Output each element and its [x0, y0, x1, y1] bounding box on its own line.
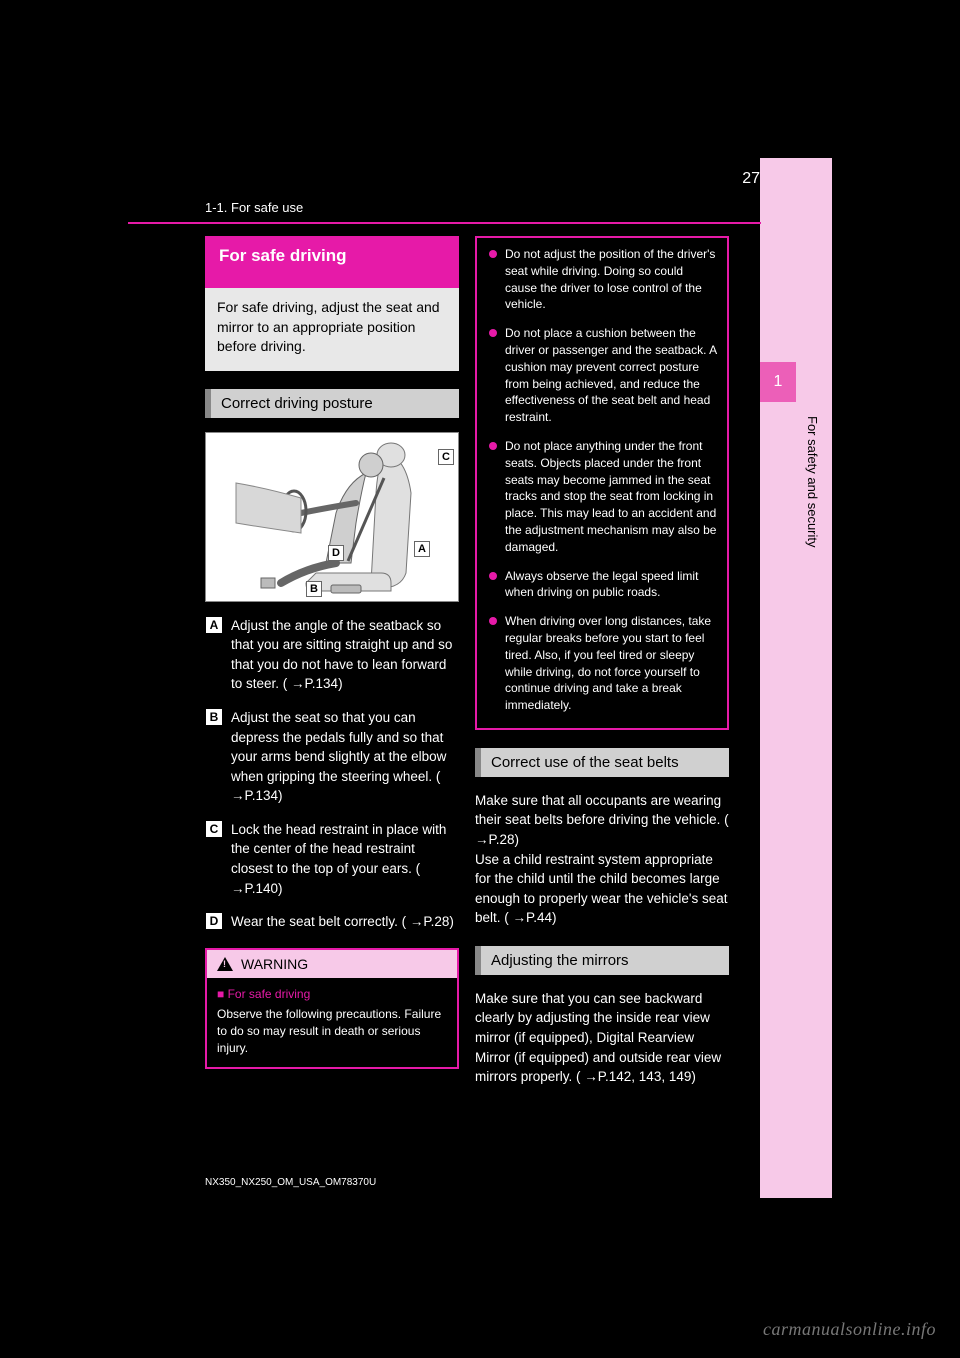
section-path: 1-1. For safe use: [205, 200, 303, 215]
bullet-2: Do not place a cushion between the drive…: [489, 325, 717, 426]
posture-illustration: [206, 433, 460, 603]
posture-text-d: Wear the seat belt correctly. ( →P.28): [231, 912, 459, 932]
posture-text-a: Adjust the angle of the seatback so that…: [231, 616, 459, 694]
bullet-dot-icon: [489, 442, 497, 450]
posture-figure: C A B D: [205, 432, 459, 602]
bullet-2-text: Do not place a cushion between the drive…: [505, 325, 717, 426]
figure-badge-d: D: [328, 545, 344, 561]
posture-item-c: C Lock the head restraint in place with …: [205, 820, 459, 898]
figure-badge-c: C: [438, 449, 454, 465]
subheading-posture: Correct driving posture: [205, 389, 459, 418]
watermark: carmanualsonline.info: [763, 1319, 936, 1340]
left-column: For safe driving For safe driving, adjus…: [205, 236, 459, 1069]
section-heading: For safe driving: [205, 236, 459, 288]
posture-item-d: D Wear the seat belt correctly. ( →P.28): [205, 912, 459, 932]
seatbelts-body: Make sure that all occupants are wearing…: [475, 791, 729, 928]
bullet-dot-icon: [489, 250, 497, 258]
badge-a: A: [205, 616, 223, 634]
side-label: For safety and security: [800, 416, 820, 616]
doc-code: NX350_NX250_OM_USA_OM78370U: [205, 1177, 376, 1188]
badge-d: D: [205, 912, 223, 930]
bullet-4-text: Always observe the legal speed limit whe…: [505, 568, 717, 602]
bullet-4: Always observe the legal speed limit whe…: [489, 568, 717, 602]
posture-item-a: A Adjust the angle of the seatback so th…: [205, 616, 459, 694]
subheading-seatbelts: Correct use of the seat belts: [475, 748, 729, 777]
page-number: 27: [742, 170, 760, 188]
warning-subtitle: ■ For safe driving: [217, 986, 447, 1003]
bullet-dot-icon: [489, 329, 497, 337]
posture-item-b: B Adjust the seat so that you can depres…: [205, 708, 459, 806]
warning-body: ■ For safe driving Observe the following…: [207, 978, 457, 1067]
header-rule: [128, 222, 761, 224]
warning-title: WARNING: [241, 956, 308, 972]
badge-c: C: [205, 820, 223, 838]
warning-continuation: Do not adjust the position of the driver…: [475, 236, 729, 730]
warning-header: WARNING: [207, 950, 457, 978]
right-column: Do not adjust the position of the driver…: [475, 236, 729, 1087]
badge-b: B: [205, 708, 223, 726]
bullet-dot-icon: [489, 572, 497, 580]
chapter-tab: 1: [760, 362, 796, 402]
figure-badge-a: A: [414, 541, 430, 557]
warning-box: WARNING ■ For safe driving Observe the f…: [205, 948, 459, 1069]
bullet-3: Do not place anything under the front se…: [489, 438, 717, 556]
bullet-5-text: When driving over long distances, take r…: [505, 613, 717, 714]
intro-text: For safe driving, adjust the seat and mi…: [205, 288, 459, 371]
bullet-1-text: Do not adjust the position of the driver…: [505, 246, 717, 313]
posture-text-c: Lock the head restraint in place with th…: [231, 820, 459, 898]
side-strip: [760, 158, 832, 1198]
figure-badge-b: B: [306, 581, 322, 597]
warning-text: Observe the following precautions. Failu…: [217, 1006, 447, 1056]
bullet-3-text: Do not place anything under the front se…: [505, 438, 717, 556]
warning-icon: [217, 957, 233, 971]
subheading-mirrors: Adjusting the mirrors: [475, 946, 729, 975]
bullet-1: Do not adjust the position of the driver…: [489, 246, 717, 313]
bullet-dot-icon: [489, 617, 497, 625]
mirrors-body: Make sure that you can see backward clea…: [475, 989, 729, 1087]
bullet-5: When driving over long distances, take r…: [489, 613, 717, 714]
posture-text-b: Adjust the seat so that you can depress …: [231, 708, 459, 806]
